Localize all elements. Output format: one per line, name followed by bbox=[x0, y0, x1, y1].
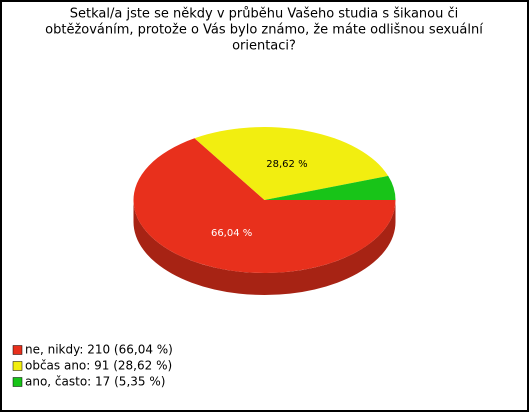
legend-label: ano, často: 17 (5,35 %) bbox=[25, 375, 165, 389]
chart-title: Setkal/a jste se někdy v průběhu Vašeho … bbox=[70, 7, 458, 22]
pie-slice bbox=[133, 138, 396, 273]
chart-title: obtěžováním, protože o Vás bylo známo, ž… bbox=[45, 23, 483, 38]
legend-swatch bbox=[12, 361, 23, 371]
pie-slice bbox=[264, 175, 396, 200]
data-label: 66,04 % bbox=[211, 228, 252, 239]
legend-swatch bbox=[12, 377, 23, 387]
legend-swatch bbox=[12, 345, 23, 355]
pie-slice bbox=[194, 126, 389, 200]
legend-label: ne, nikdy: 210 (66,04 %) bbox=[25, 343, 173, 357]
chart-title: orientaci? bbox=[232, 39, 296, 54]
legend-label: občas ano: 91 (28,62 %) bbox=[25, 359, 172, 373]
data-label: 28,62 % bbox=[266, 159, 307, 170]
pie-side bbox=[133, 200, 396, 295]
